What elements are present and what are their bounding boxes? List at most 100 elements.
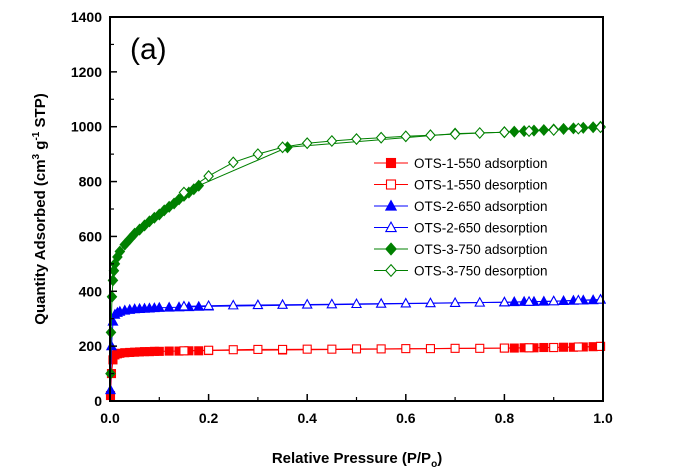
data-point — [572, 294, 584, 305]
y-tick-label: 0 — [94, 393, 102, 409]
x-tick-label: 1.0 — [593, 410, 613, 426]
legend-marker — [384, 199, 398, 211]
x-axis-title: Relative Pressure (P/Po) — [272, 450, 442, 470]
data-point — [301, 298, 313, 309]
data-point — [425, 129, 436, 142]
data-point — [499, 126, 510, 139]
legend-entry: OTS-2-650 desorption — [374, 221, 548, 236]
data-point — [474, 296, 486, 307]
data-point — [498, 296, 510, 307]
data-point — [351, 133, 362, 146]
series-layer — [104, 120, 607, 401]
y-tick-label: 200 — [79, 338, 103, 354]
data-point — [573, 122, 584, 135]
legend-marker — [385, 157, 397, 169]
y-tick-label: 1200 — [71, 64, 102, 80]
legend-marker — [384, 220, 398, 233]
y-tick-label: 1000 — [71, 119, 102, 135]
data-point — [227, 299, 239, 310]
data-point — [277, 344, 288, 354]
data-point — [508, 296, 520, 307]
data-point — [302, 344, 312, 354]
data-point — [474, 126, 486, 140]
data-point — [301, 137, 313, 150]
data-point — [252, 148, 264, 161]
legend-entry: OTS-1-550 adsorption — [374, 156, 548, 171]
data-point — [193, 179, 205, 192]
data-point — [424, 297, 436, 308]
x-tick-label: 0.2 — [199, 410, 219, 426]
data-point — [523, 295, 535, 306]
data-point — [400, 130, 412, 143]
data-point — [401, 344, 411, 354]
data-point — [524, 343, 534, 353]
data-point — [326, 298, 338, 309]
data-point — [179, 346, 189, 356]
data-point — [400, 297, 412, 308]
data-point — [228, 345, 238, 355]
data-point — [227, 156, 239, 169]
legend-entry: OTS-3-750 adsorption — [374, 242, 548, 257]
data-point — [114, 245, 126, 258]
data-point — [203, 170, 214, 183]
legend-marker — [385, 242, 397, 256]
legend-entry: OTS-2-650 adsorption — [374, 199, 548, 214]
series-4 — [178, 293, 607, 311]
legend-label: OTS-2-650 desorption — [414, 221, 548, 236]
x-tick-label: 0.6 — [396, 410, 416, 426]
y-tick-label: 800 — [79, 174, 103, 190]
data-point — [178, 300, 190, 311]
y-axis-title: Quantity Adsorbed (cm3 g-1 STP) — [31, 93, 49, 324]
data-point — [475, 343, 485, 353]
series-line — [183, 299, 601, 307]
legend-entry: OTS-1-550 desorption — [374, 178, 548, 193]
x-tick-label: 0.0 — [100, 410, 120, 426]
data-point — [558, 122, 569, 135]
data-point — [375, 297, 387, 308]
data-point — [449, 128, 461, 141]
y-tick-label: 1400 — [71, 9, 102, 25]
legend-marker — [385, 179, 397, 190]
data-point — [326, 134, 338, 148]
data-point — [376, 344, 386, 354]
data-point — [252, 299, 264, 310]
legend-label: OTS-3-750 desorption — [414, 264, 548, 279]
x-tick-label: 0.8 — [495, 410, 515, 426]
series-6 — [178, 121, 606, 199]
data-point — [351, 344, 362, 354]
data-point — [573, 342, 583, 352]
data-point — [548, 123, 560, 137]
legend: OTS-1-550 adsorption OTS-1-550 desorption… — [374, 156, 548, 279]
data-point — [595, 341, 606, 351]
legend-label: OTS-1-550 desorption — [414, 178, 548, 193]
panel-label: (a) — [130, 33, 167, 66]
series-2 — [179, 341, 606, 356]
axis-ticks: 0.0 0.2 0.4 0.6 0.8 1.0 0 200 400 600 800 1000 1200 1… — [71, 9, 613, 426]
legend-label: OTS-2-650 adsorption — [414, 199, 548, 214]
data-point — [538, 295, 550, 306]
data-point — [106, 290, 118, 303]
data-point — [154, 346, 164, 356]
x-tick-label: 0.4 — [297, 410, 317, 426]
data-point — [277, 141, 288, 154]
data-point — [450, 343, 460, 353]
data-point — [163, 301, 175, 312]
data-point — [549, 342, 559, 353]
data-point — [425, 344, 436, 354]
data-point — [203, 299, 215, 310]
data-point — [164, 346, 174, 356]
data-point — [449, 296, 461, 307]
data-point — [350, 297, 363, 309]
data-point — [204, 345, 214, 355]
data-point — [277, 298, 289, 309]
data-point — [523, 125, 535, 138]
y-tick-label: 400 — [79, 283, 103, 299]
data-point — [548, 295, 560, 306]
data-point — [253, 344, 263, 354]
legend-label: OTS-3-750 adsorption — [414, 242, 548, 257]
data-point — [327, 344, 337, 354]
legend-label: OTS-1-550 adsorption — [414, 156, 548, 171]
y-tick-label: 600 — [79, 228, 103, 244]
data-point — [499, 343, 509, 353]
